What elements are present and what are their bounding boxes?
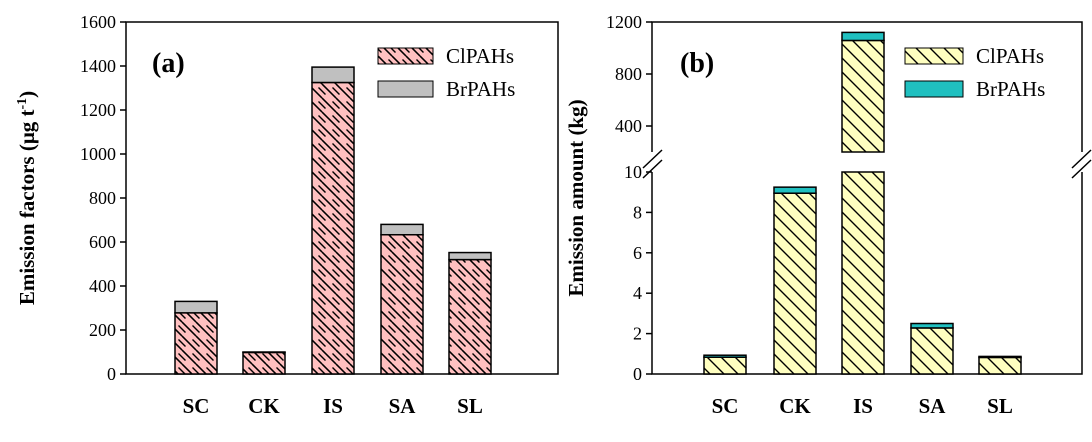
y-tick-label-a: 0 — [107, 364, 116, 384]
x-tick-label-a: SC — [183, 394, 210, 418]
y-tick-label-a: 600 — [89, 232, 116, 252]
bar-b-clpahs-sc — [703, 356, 747, 375]
panel-b: 0 2 4 6 8 10 400 800 1200 SC CK IS SA SL (b) Emissio… — [564, 12, 1092, 418]
y-axis-label-a-close: ) — [15, 91, 39, 98]
legend-b-clpahs-label: ClPAHs — [976, 44, 1044, 68]
x-tick-label-a: IS — [323, 394, 343, 418]
y-tick-label-a: 200 — [89, 320, 116, 340]
bar-b-clpahs-sa — [910, 327, 954, 375]
bar-a-clpahs-sa — [380, 233, 424, 375]
bar-a-clpahs-ck — [242, 351, 286, 375]
bar-b-brpahs-sa — [910, 322, 954, 329]
bar-a-clpahs-sl — [448, 258, 492, 375]
legend-a-clpahs-swatch — [377, 47, 434, 65]
plot-frame-b-upper — [651, 21, 1083, 152]
y-tick-label-b-lower: 6 — [633, 243, 642, 263]
legend-a: ClPAHs BrPAHs — [377, 44, 515, 101]
bar-b-clpahs-ck — [773, 192, 817, 375]
legend-a-brpahs-swatch — [377, 80, 434, 98]
bar-b-brpahs-sl — [978, 355, 1022, 359]
legend-b: ClPAHs BrPAHs — [904, 44, 1045, 101]
y-tick-label-b-upper: 800 — [615, 64, 642, 84]
y-axis-label-a-text: Emission factors (μg t — [15, 110, 39, 306]
y-axis-label-b: Emission amount (kg) — [564, 99, 588, 296]
y-tick-label-a: 1600 — [80, 12, 116, 32]
axis-break-mark-left-2 — [642, 159, 663, 179]
bar-a-clpahs-is — [311, 81, 355, 375]
x-tick-label-a: SA — [389, 394, 417, 418]
bar-a-brpahs-sc — [174, 300, 218, 314]
x-tick-label-b: SC — [712, 394, 739, 418]
y-axis-label-a-sup: -1 — [15, 98, 30, 110]
y-tick-label-b-lower: 2 — [633, 324, 642, 344]
y-tick-label-b-lower: 0 — [633, 364, 642, 384]
bar-b-clpahs-sl — [978, 356, 1022, 375]
legend-a-clpahs-label: ClPAHs — [446, 44, 514, 68]
legend-b-brpahs-swatch — [904, 80, 964, 98]
bar-b-brpahs-is — [841, 31, 885, 42]
x-tick-label-b: SL — [987, 394, 1013, 418]
bar-b-clpahs-is-lower — [841, 171, 885, 375]
x-tick-label-a: CK — [248, 394, 280, 418]
axis-break-mark-left-1 — [642, 149, 663, 169]
y-tick-label-b-lower: 4 — [633, 283, 642, 303]
y-tick-label-b-upper: 1200 — [606, 12, 642, 32]
panel-a: 0 200 400 600 800 1000 1200 1400 1600 SC CK IS SA SL… — [15, 12, 559, 418]
x-tick-label-b: SA — [919, 394, 947, 418]
x-tick-label-b: CK — [779, 394, 811, 418]
x-tick-label-b: IS — [853, 394, 873, 418]
bar-b-brpahs-ck — [773, 186, 817, 194]
bar-a-brpahs-is — [311, 66, 355, 84]
panel-label-b: (b) — [680, 48, 714, 79]
legend-a-brpahs-label: BrPAHs — [446, 77, 515, 101]
x-tick-label-a: SL — [457, 394, 483, 418]
bar-b-brpahs-sc — [703, 354, 747, 358]
legend-b-brpahs-label: BrPAHs — [976, 77, 1045, 101]
y-tick-label-a: 1000 — [80, 144, 116, 164]
y-tick-label-a: 1400 — [80, 56, 116, 76]
panel-label-a: (a) — [152, 48, 185, 79]
y-tick-label-a: 400 — [89, 276, 116, 296]
y-tick-label-b-upper: 400 — [615, 116, 642, 136]
y-axis-label-a: Emission factors (μg t-1) — [15, 91, 39, 305]
bar-a-brpahs-sl — [448, 251, 492, 261]
y-tick-label-a: 800 — [89, 188, 116, 208]
y-tick-label-b-lower: 8 — [633, 202, 642, 222]
bar-a-brpahs-sa — [380, 223, 424, 236]
axis-break-mark-right-2 — [1071, 159, 1092, 179]
bar-b-clpahs-is-upper — [841, 39, 885, 153]
y-tick-label-a: 1200 — [80, 100, 116, 120]
axis-break-mark-right-1 — [1071, 149, 1092, 169]
y-tick-label-b-lower: 10 — [624, 162, 642, 182]
legend-b-clpahs-swatch — [904, 47, 964, 65]
bar-a-clpahs-sc — [174, 312, 218, 375]
